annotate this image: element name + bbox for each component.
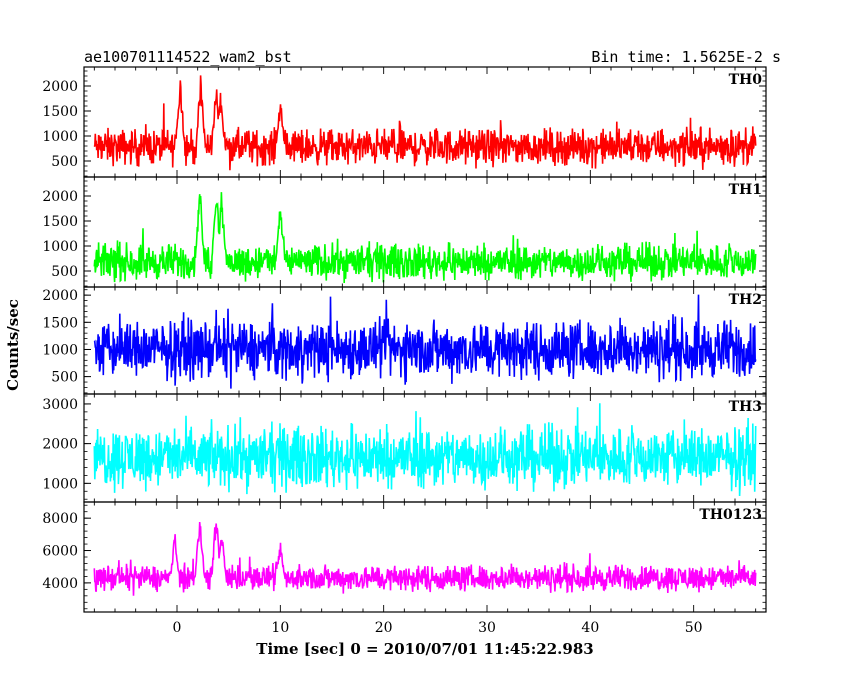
- x-tick-label: 50: [685, 620, 703, 636]
- panel-label-th2: TH2: [729, 292, 762, 308]
- panel-th0123: 4000 6000 8000 TH0123: [42, 501, 767, 613]
- y-tick-label: 6000: [42, 544, 78, 560]
- panel-label-th0123: TH0123: [699, 507, 762, 523]
- x-tick-label: 30: [478, 620, 496, 636]
- chart-title: ae100701114522_wam2_bst: [84, 48, 292, 66]
- series-th2-line: [93, 294, 757, 389]
- y-tick-label: 1000: [42, 239, 78, 255]
- panel-label-th1: TH1: [729, 182, 762, 198]
- bin-time-label: Bin time: 1.5625E-2 s: [591, 48, 781, 66]
- panel-th1: 500 1000 1500 2000 TH1: [42, 176, 767, 288]
- y-tick-label: 500: [51, 370, 78, 386]
- panel-th0: 500 1000 1500 2000 TH0: [42, 66, 767, 178]
- x-tick-label: 10: [271, 620, 289, 636]
- y-tick-label: 500: [51, 264, 78, 280]
- y-tick-label: 2000: [42, 437, 78, 453]
- y-tick-label: 500: [51, 154, 78, 170]
- y-tick-label: 1500: [42, 104, 78, 120]
- series-th3-line: [93, 403, 757, 497]
- y-tick-label: 2000: [42, 189, 78, 205]
- series-th1-line: [93, 192, 757, 284]
- panel-th3: 1000 2000 3000 TH3: [42, 393, 767, 503]
- x-tick-label: 40: [581, 620, 599, 636]
- x-axis: 0 10 20 30 40 50: [173, 620, 703, 636]
- y-tick-label: 1000: [42, 129, 78, 145]
- y-tick-label: 3000: [42, 397, 78, 413]
- panel-th2: 500 1000 1500 2000 TH2: [42, 286, 767, 395]
- series-th0-line: [93, 75, 757, 171]
- panels-group: 500 1000 1500 2000 TH0 500 1000 1500 2000 TH1 500 1…: [42, 66, 767, 613]
- y-axis-title: Counts/sec: [4, 299, 22, 391]
- y-tick-label: 1500: [42, 315, 78, 331]
- x-tick-label: 0: [173, 620, 182, 636]
- y-tick-label: 1500: [42, 214, 78, 230]
- x-tick-label: 20: [375, 620, 393, 636]
- y-tick-label: 2000: [42, 288, 78, 304]
- y-tick-label: 8000: [42, 511, 78, 527]
- panel-frame: [83, 501, 767, 613]
- series-th0123-line: [93, 521, 757, 596]
- y-tick-label: 1000: [42, 476, 78, 492]
- y-tick-label: 2000: [42, 79, 78, 95]
- x-axis-title: Time [sec] 0 = 2010/07/01 11:45:22.983: [256, 640, 593, 658]
- y-tick-label: 1000: [42, 342, 78, 358]
- y-tick-label: 4000: [42, 576, 78, 592]
- panel-label-th0: TH0: [729, 72, 763, 88]
- panel-label-th3: TH3: [729, 399, 762, 415]
